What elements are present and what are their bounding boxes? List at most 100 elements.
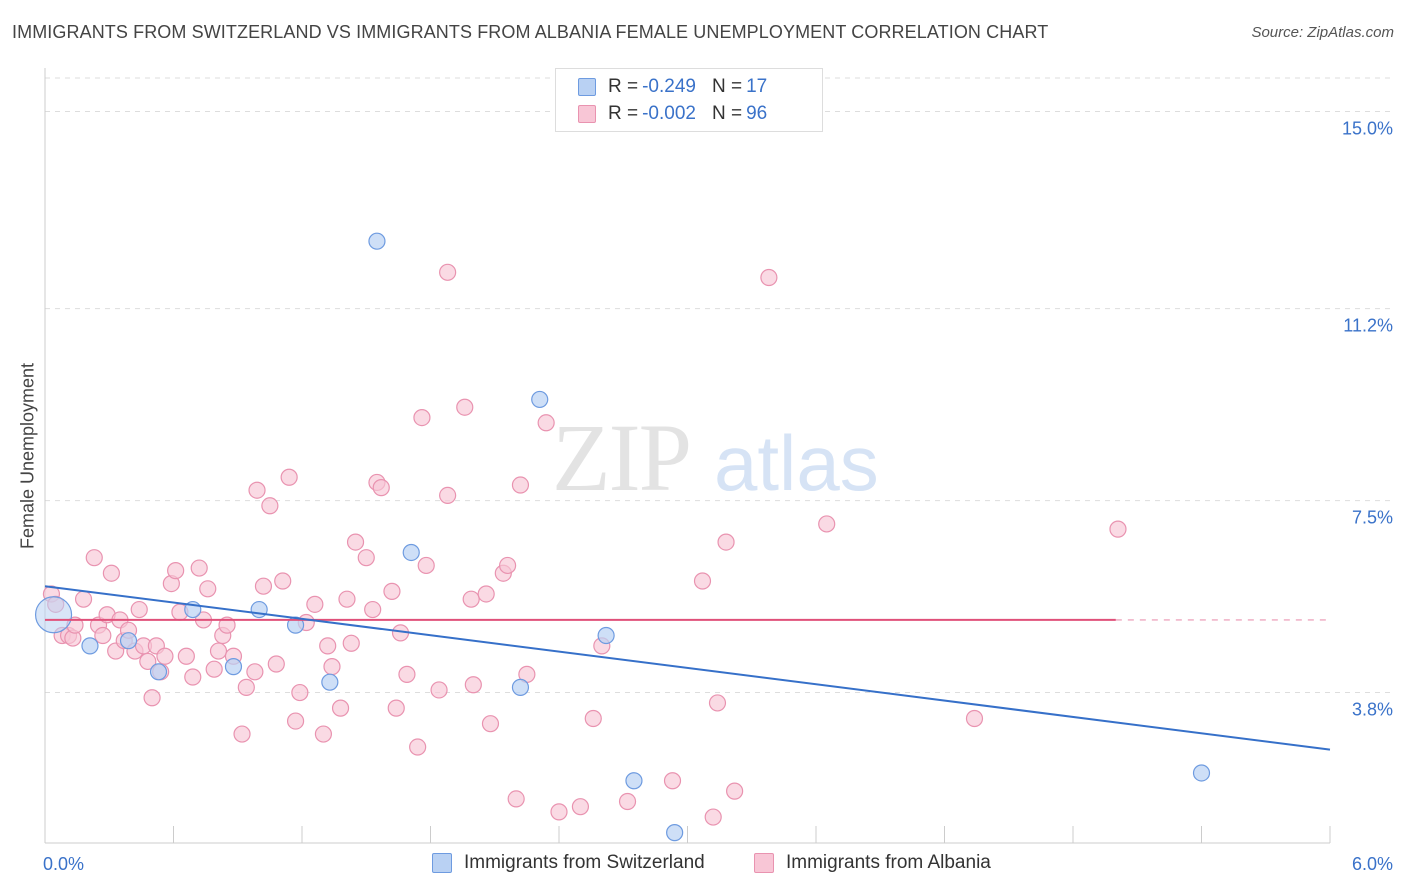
albania-point [537, 414, 555, 432]
y-tick-label-3: 15.0% [1342, 119, 1393, 139]
x-tick-label-0: 0.0% [43, 854, 84, 874]
albania-point [209, 642, 228, 660]
albania-point [85, 549, 103, 567]
albania-point [584, 709, 602, 728]
albania-point [663, 772, 682, 790]
albania-point [965, 709, 984, 728]
switzerland-point [368, 232, 386, 250]
legend-n-label: N = [711, 76, 743, 97]
axes [44, 68, 1331, 844]
albania-point [267, 655, 285, 673]
albania-point [417, 556, 435, 575]
albania-point [274, 572, 292, 590]
albania-point [439, 263, 457, 281]
switzerland-point [149, 663, 168, 681]
albania-point [693, 572, 712, 590]
switzerland-point [511, 678, 530, 696]
albania-point [618, 792, 637, 811]
switzerland-point [531, 390, 549, 409]
albania-point [1109, 520, 1127, 538]
albania-point [387, 699, 405, 717]
albania-point [372, 479, 390, 497]
albania-point [280, 468, 298, 486]
albania-point [323, 658, 341, 676]
switzerland-point [34, 596, 73, 634]
switzerland-point [81, 637, 99, 655]
bottom-legend-swatch-albania [754, 853, 774, 873]
switzerland-point [224, 658, 243, 676]
albania-point [456, 398, 474, 416]
albania-point [430, 681, 448, 699]
albania-point [286, 712, 305, 730]
albania-point [342, 634, 360, 652]
legend-r-value-switzerland: -0.249 [642, 76, 696, 97]
albania-point [477, 585, 495, 603]
albania-point [248, 481, 266, 499]
albania-point [409, 738, 427, 756]
grid-lines [45, 77, 1390, 694]
switzerland-point [1192, 764, 1211, 782]
albania-point [550, 803, 568, 821]
albania-point [139, 652, 157, 671]
albania-point [383, 582, 401, 600]
albania-point [233, 725, 251, 743]
bottom-legend-albania: Immigrants from Albania [754, 852, 991, 874]
watermark: ZIP atlas [552, 404, 879, 511]
albania-point [218, 616, 236, 634]
bottom-legend-label-albania: Immigrants from Albania [786, 852, 991, 873]
albania-point [291, 683, 309, 702]
albania-point [102, 564, 120, 582]
switzerland-point [402, 543, 420, 562]
albania-point [190, 559, 208, 577]
legend-r-label: R = [608, 103, 639, 124]
albania-point [760, 268, 778, 287]
correlation-legend: R = -0.249 N = 17 R = -0.002 N = 96 [555, 68, 823, 132]
albania-point [314, 725, 333, 743]
trend-lines [44, 585, 1331, 751]
legend-n-value-switzerland: 17 [746, 76, 768, 97]
albania-point [338, 590, 356, 608]
switzerland-point [321, 673, 339, 691]
albania-point [156, 647, 174, 665]
chart-title: IMMIGRANTS FROM SWITZERLAND VS IMMIGRANT… [12, 22, 1049, 42]
legend-swatch-albania [578, 105, 596, 123]
albania-point [306, 595, 324, 613]
albania-point [818, 515, 836, 533]
legend-r-label: R = [608, 76, 639, 97]
albania-point [464, 676, 482, 694]
bottom-legend-swatch-switzerland [432, 853, 452, 873]
albania-point [143, 689, 161, 707]
switzerland-point [625, 772, 643, 790]
albania-points [42, 263, 1127, 826]
legend-n-value-albania: 96 [746, 103, 768, 124]
switzerland-point [597, 626, 615, 645]
albania-point [261, 497, 279, 515]
switzerland-points [34, 232, 1211, 842]
albania-point [726, 782, 744, 800]
y-axis-label: Female Unemployment [17, 362, 38, 550]
source-label: Source: ZipAtlas.com [1251, 24, 1394, 41]
albania-point [237, 678, 255, 696]
albania-point [364, 600, 382, 619]
albania-point [254, 577, 273, 595]
bottom-legend-label-switzerland: Immigrants from Switzerland [464, 852, 705, 873]
watermark-atlas: atlas [714, 419, 879, 507]
legend-row-albania: R = -0.002 N = 96 [578, 102, 767, 126]
legend-n-label: N = [711, 103, 743, 124]
legend-r-value-albania: -0.002 [642, 103, 696, 124]
y-tick-label-0: 3.8% [1352, 700, 1393, 720]
albania-point [708, 694, 727, 712]
tick-labels: 3.8% 7.5% 11.2% 15.0% 0.0% 6.0% [43, 119, 1393, 874]
switzerland-point [119, 632, 138, 650]
albania-point [717, 533, 735, 551]
albania-point [167, 562, 185, 580]
albania-point [130, 600, 148, 619]
x-tick-label-1: 6.0% [1352, 854, 1393, 874]
albania-point [346, 533, 365, 551]
albania-point [439, 486, 457, 505]
albania-point [511, 476, 530, 494]
albania-point [184, 668, 202, 686]
albania-point [199, 580, 217, 598]
albania-point [357, 549, 375, 567]
